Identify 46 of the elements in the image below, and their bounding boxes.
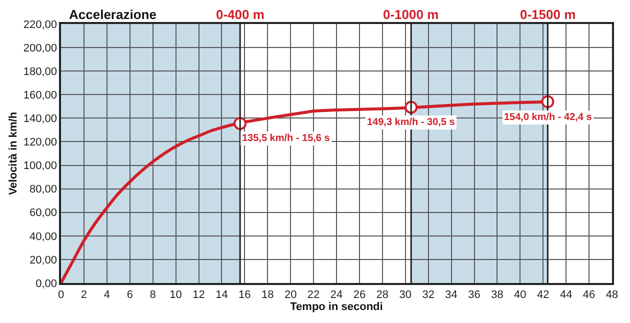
annotation: 135,5 km/h - 15,6 s [242,133,330,144]
x-tick-label: 46 [582,288,596,301]
x-tick-label: 34 [445,288,458,301]
x-tick-label: 12 [192,288,205,301]
y-tick-label: 40,00 [30,230,58,243]
x-tick-label: 32 [422,288,434,301]
x-tick-label: 42 [537,288,550,301]
y-tick-label: 0,00 [36,278,58,290]
x-tick-label: 26 [353,288,366,301]
x-axis-title: Tempo in secondi [290,300,383,313]
x-tick-label: 6 [126,288,133,301]
y-tick-label: 140,00 [23,113,58,126]
x-tick-label: 20 [284,288,297,301]
y-tick-label: 180,00 [23,66,58,78]
y-tick-label: 160,00 [23,89,58,102]
annotation: 154,0 km/h - 42,4 s [504,112,592,123]
chart-title: Accelerazione [69,7,156,22]
x-tick-label: 8 [150,288,156,301]
ref-line-label: 0-1000 m [383,7,439,22]
x-tick-label: 30 [399,288,412,301]
y-axis-title: Velocità in km/h [8,112,20,196]
x-tick-label: 44 [560,288,572,301]
x-tick-label: 22 [307,288,320,301]
y-tick-label: 220,00 [23,18,58,31]
x-tick-label: 18 [262,288,274,301]
x-tick-label: 48 [606,288,618,301]
x-tick-label: 36 [468,288,480,301]
x-tick-label: 28 [376,288,389,301]
y-tick-label: 100,00 [23,160,58,172]
y-tick-label: 120,00 [23,136,58,149]
x-tick-label: 2 [80,288,88,301]
x-tick-label: 16 [238,288,251,301]
x-tick-label: 0 [58,288,64,301]
annotation: 149,3 km/h - 30,5 s [367,117,456,128]
x-tick-label: 24 [330,288,343,301]
ref-line-label: 0-400 m [216,7,264,22]
x-tick-label: 40 [514,288,526,301]
ref-line-label: 0-1500 m [520,7,576,22]
x-tick-label: 38 [491,288,504,301]
x-tick-label: 4 [104,288,110,301]
y-tick-label: 80,00 [30,184,58,196]
y-tick-label: 200,00 [23,42,58,54]
y-tick-label: 20,00 [30,254,58,266]
y-tick-label: 60,00 [30,207,58,220]
x-tick-label: 10 [170,288,182,301]
x-tick-label: 14 [216,288,228,301]
